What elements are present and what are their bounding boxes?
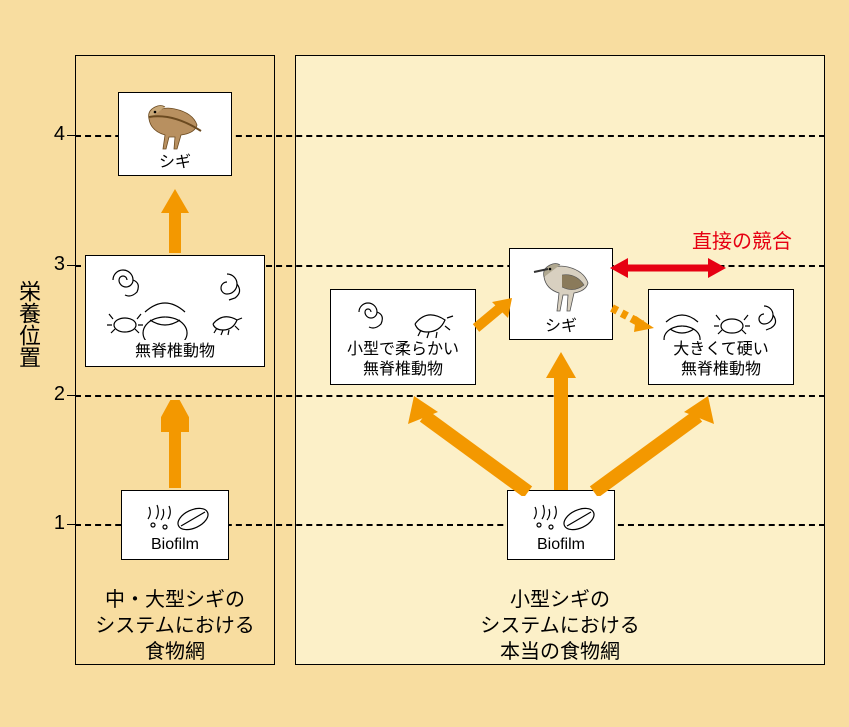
node-right-hard-invert: 大きくて硬い 無脊椎動物 <box>648 289 794 385</box>
right-soft-l1: 小型で柔らかい <box>337 340 469 360</box>
arrow-left-invert-to-shigi <box>161 185 189 253</box>
arrow-soft-to-shigi <box>472 296 516 332</box>
right-caption-l1: 小型シギの <box>510 589 610 611</box>
invertebrates-icon <box>95 262 255 340</box>
right-biofilm-label: Biofilm <box>514 535 608 555</box>
right-caption-l3: 本当の食物網 <box>500 641 620 663</box>
tick-1: 1 <box>45 512 65 535</box>
tick-mark-1 <box>67 524 75 525</box>
left-biofilm-label: Biofilm <box>128 535 222 555</box>
right-caption: 小型シギの システムにおける 本当の食物網 <box>430 587 690 665</box>
tick-4: 4 <box>45 123 65 146</box>
curlew-icon <box>125 99 225 153</box>
node-left-invertebrates: 無脊椎動物 <box>85 255 265 367</box>
left-caption-l2: システムにおける <box>95 615 254 637</box>
arrow-shigi-to-hard-dashed <box>608 302 656 332</box>
node-right-shigi: シギ <box>509 248 613 340</box>
right-shigi-label: シギ <box>514 317 608 337</box>
left-caption-l1: 中・大型シギの <box>105 589 245 611</box>
sandpiper-icon <box>518 255 604 317</box>
right-hard-l1: 大きくて硬い <box>655 340 787 360</box>
left-invert-label: 無脊椎動物 <box>92 342 258 362</box>
tick-mark-3 <box>67 265 75 266</box>
tick-3: 3 <box>45 253 65 276</box>
tick-mark-2 <box>67 395 75 396</box>
soft-invert-icon <box>343 296 463 340</box>
y-axis-label: 栄養位置 <box>12 280 44 368</box>
arrow-biofilm-to-hard <box>582 388 722 496</box>
arrow-left-biofilm-to-invert <box>161 400 189 488</box>
hard-invert-icon <box>658 296 784 340</box>
competition-arrow <box>608 255 728 281</box>
left-caption-l3: 食物網 <box>145 641 205 663</box>
arrow-biofilm-to-shigi <box>546 348 576 490</box>
arrow-biofilm-to-soft <box>400 388 540 496</box>
left-caption: 中・大型シギの システムにおける 食物網 <box>75 587 275 665</box>
node-right-soft-invert: 小型で柔らかい 無脊椎動物 <box>330 289 476 385</box>
right-soft-l2: 無脊椎動物 <box>337 360 469 380</box>
tick-mark-4 <box>67 135 75 136</box>
node-left-biofilm: Biofilm <box>121 490 229 560</box>
node-right-biofilm: Biofilm <box>507 490 615 560</box>
biofilm-icon <box>135 499 215 535</box>
diagram-canvas: 栄養位置 4 3 2 1 Biofilm <box>0 0 849 727</box>
left-shigi-label: シギ <box>123 153 227 173</box>
biofilm-icon-2 <box>521 499 601 535</box>
tick-2: 2 <box>45 383 65 406</box>
right-caption-l2: システムにおける <box>480 615 639 637</box>
right-hard-l2: 無脊椎動物 <box>655 360 787 380</box>
competition-label: 直接の競合 <box>692 225 792 254</box>
node-left-shigi: シギ <box>118 92 232 176</box>
